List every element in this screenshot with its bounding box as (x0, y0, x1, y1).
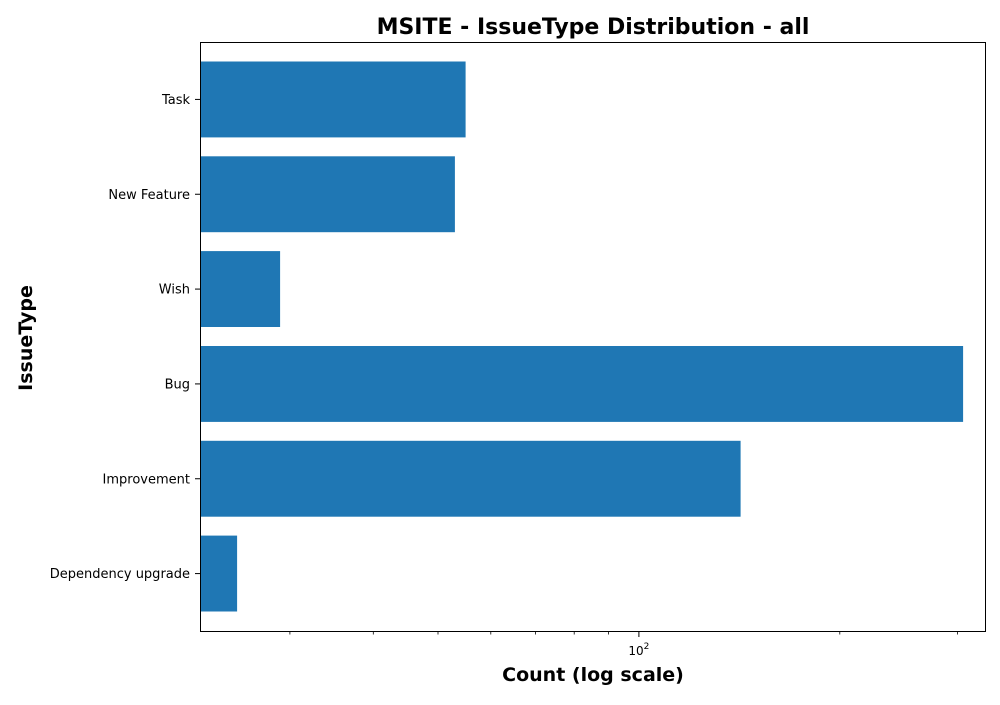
bar-new-feature (200, 156, 455, 233)
y-tick-label: Bug (165, 377, 190, 392)
bar-dependency-upgrade (200, 535, 238, 612)
y-tick-label: Improvement (103, 472, 190, 487)
y-tick-label: New Feature (108, 188, 190, 203)
bar-improvement (200, 440, 741, 517)
bar-wish (200, 251, 281, 327)
x-tick-label: 102 (628, 642, 649, 658)
plot-frame (200, 42, 986, 632)
x-axis-title: Count (log scale) (502, 664, 684, 686)
y-tick-label: Task (161, 93, 191, 108)
y-tick-label: Wish (159, 283, 190, 298)
chart-title: MSITE - IssueType Distribution - all (377, 15, 810, 40)
y-axis-title: IssueType (15, 285, 37, 391)
bar-task (200, 61, 466, 138)
y-tick-label: Dependency upgrade (50, 567, 190, 582)
bar-bug (200, 346, 964, 422)
